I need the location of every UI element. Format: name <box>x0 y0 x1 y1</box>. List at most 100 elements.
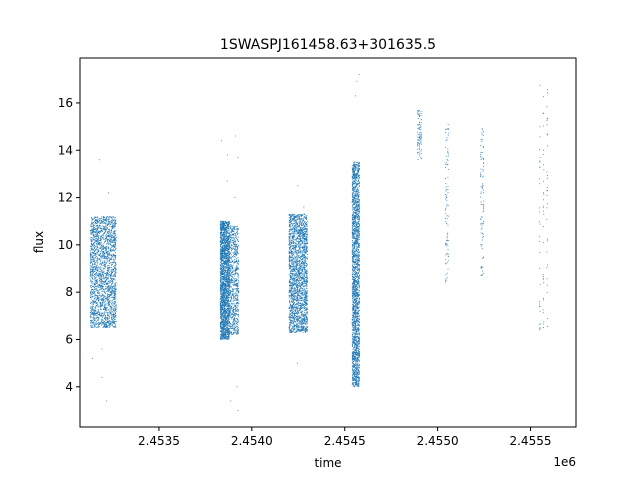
data-point <box>109 290 111 292</box>
data-point <box>97 243 99 245</box>
data-point <box>94 306 96 308</box>
data-point <box>228 258 230 260</box>
data-point <box>90 224 92 226</box>
data-point <box>98 224 100 226</box>
data-point <box>227 309 229 311</box>
data-point <box>106 297 108 299</box>
data-point <box>90 291 92 293</box>
data-point <box>237 229 239 231</box>
data-point <box>103 313 105 315</box>
data-point <box>223 337 225 339</box>
data-point <box>106 239 108 241</box>
data-point <box>225 261 227 263</box>
data-point <box>92 309 94 311</box>
data-point <box>225 283 227 285</box>
data-point <box>107 314 109 316</box>
data-point <box>221 224 223 226</box>
data-point <box>92 271 94 273</box>
data-point <box>95 268 97 270</box>
data-point <box>109 288 111 290</box>
data-point <box>111 296 113 298</box>
data-point <box>115 248 117 250</box>
data-point <box>112 270 114 272</box>
data-point <box>90 317 92 319</box>
data-point <box>108 265 110 267</box>
data-point <box>105 318 107 320</box>
data-point <box>110 249 112 251</box>
data-point <box>112 248 114 250</box>
data-point <box>99 280 101 282</box>
data-point <box>222 290 224 292</box>
data-point <box>222 248 224 250</box>
data-point <box>105 238 107 240</box>
data-point <box>103 226 105 228</box>
data-point <box>95 309 97 311</box>
data-point <box>236 267 238 269</box>
data-point <box>111 300 113 302</box>
data-point <box>112 233 114 235</box>
data-point <box>228 276 230 278</box>
data-point <box>114 267 116 269</box>
data-point <box>102 319 104 321</box>
data-point <box>97 268 99 270</box>
data-point <box>115 243 117 245</box>
data-point <box>105 245 107 247</box>
data-point <box>114 264 116 266</box>
data-point <box>98 295 100 297</box>
data-point <box>110 221 112 223</box>
data-point <box>219 272 221 274</box>
data-point <box>220 240 222 242</box>
data-point <box>220 243 222 245</box>
data-point <box>96 290 98 292</box>
data-point <box>225 281 227 283</box>
data-point <box>98 269 100 271</box>
data-point <box>96 245 98 247</box>
data-point <box>92 249 94 251</box>
data-point <box>221 267 223 269</box>
data-point <box>104 218 106 220</box>
data-point <box>106 278 108 280</box>
data-point <box>104 280 106 282</box>
data-point <box>96 319 98 321</box>
data-point <box>114 300 116 302</box>
data-point <box>102 303 104 305</box>
data-point <box>90 314 92 316</box>
data-point <box>97 312 99 314</box>
data-point <box>99 263 101 265</box>
data-point <box>229 231 231 233</box>
data-point <box>110 317 112 319</box>
data-point <box>104 297 106 299</box>
data-point <box>231 299 233 301</box>
data-point <box>238 244 240 246</box>
data-point <box>109 250 111 252</box>
data-point <box>114 242 116 244</box>
data-point <box>94 222 96 224</box>
data-point <box>106 237 108 239</box>
data-point <box>112 236 114 238</box>
data-point <box>222 245 224 247</box>
data-point <box>102 271 104 273</box>
data-point <box>106 258 108 260</box>
data-point <box>105 240 107 242</box>
data-point <box>95 234 97 236</box>
data-point <box>109 255 111 257</box>
data-point <box>91 248 93 250</box>
data-point <box>227 288 228 290</box>
data-point <box>103 291 105 293</box>
data-point <box>89 272 91 274</box>
data-point <box>98 298 100 300</box>
data-point <box>104 282 106 284</box>
data-point <box>99 251 101 253</box>
data-point <box>102 267 104 269</box>
data-point <box>225 228 227 230</box>
data-point <box>229 272 231 274</box>
data-point <box>221 337 223 339</box>
data-point <box>89 229 91 231</box>
data-point <box>221 306 223 308</box>
data-point <box>97 244 99 246</box>
data-point <box>227 254 229 256</box>
data-point <box>223 229 225 231</box>
data-point <box>96 288 98 290</box>
data-point <box>96 282 98 284</box>
data-point <box>113 259 115 261</box>
